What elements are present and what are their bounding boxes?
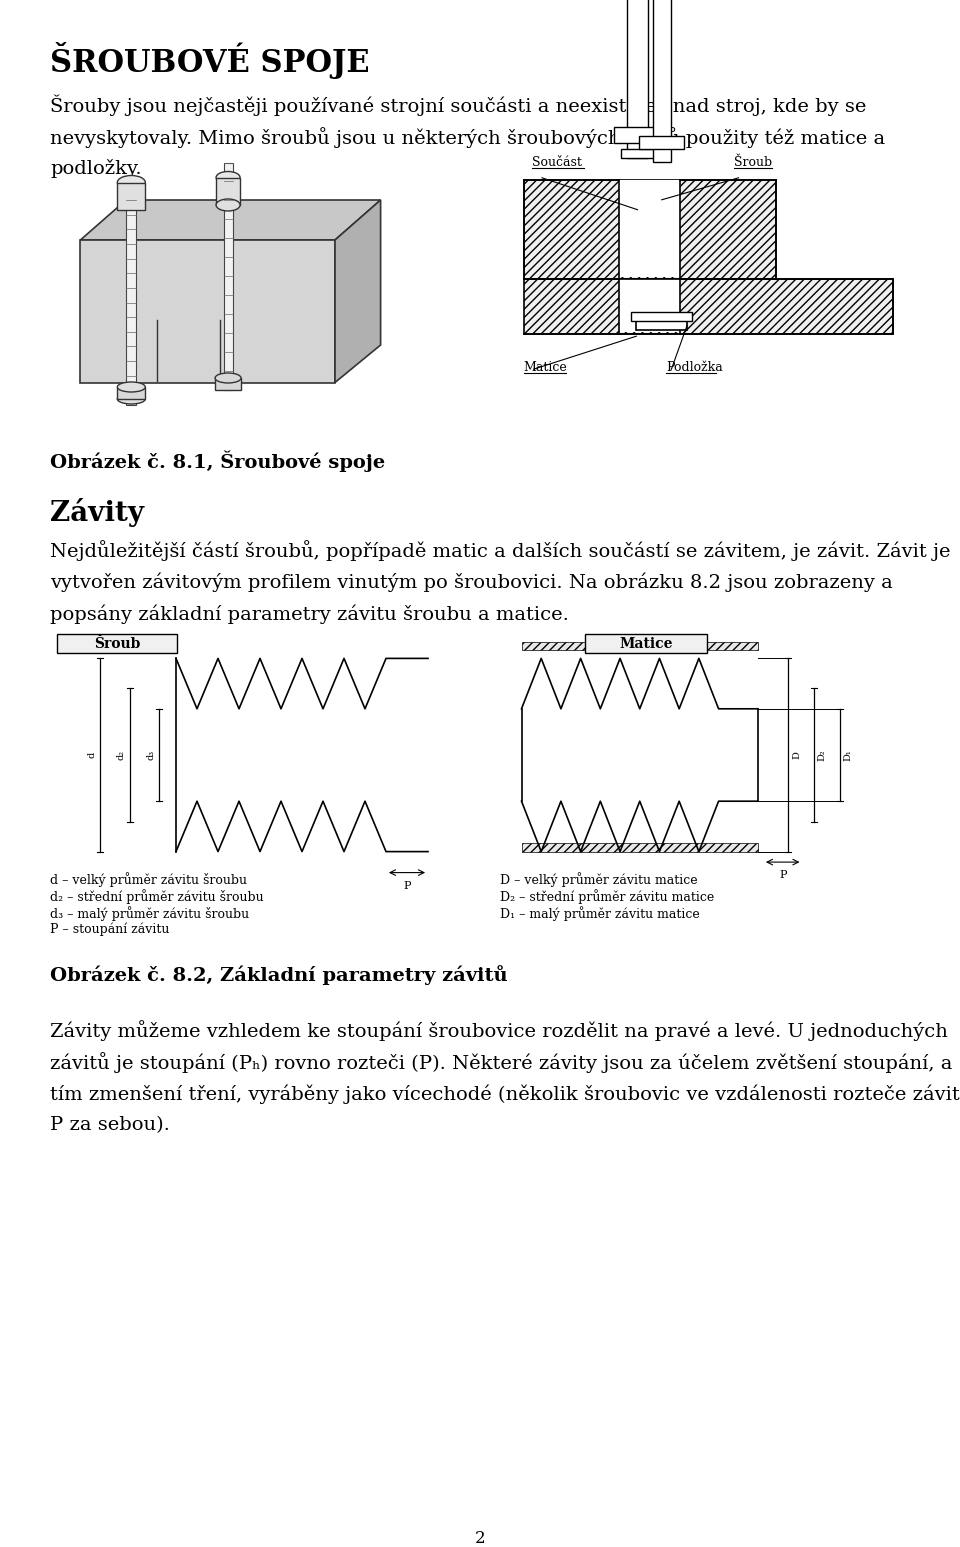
Bar [216, 178, 240, 206]
Text: P za sebou).: P za sebou). [50, 1115, 170, 1134]
Bar [127, 200, 136, 405]
Text: P – stoupání závitu: P – stoupání závitu [50, 924, 169, 936]
Text: Matice: Matice [523, 360, 567, 373]
Bar [627, 0, 648, 158]
Bar [619, 179, 680, 277]
Text: d – velký průměr závitu šroubu: d – velký průměr závitu šroubu [50, 873, 247, 886]
Text: P: P [403, 880, 411, 891]
Text: D: D [792, 750, 801, 760]
Bar [224, 162, 232, 390]
Text: Obrázek č. 8.2, Základní parametry závitů: Obrázek č. 8.2, Základní parametry závit… [50, 965, 508, 985]
Text: Šroub: Šroub [94, 637, 140, 651]
Ellipse shape [216, 172, 240, 184]
Bar [523, 179, 776, 278]
Bar [620, 149, 655, 158]
Text: Nejdůležitější částí šroubů, popřípadě matic a dalších součástí se závitem, je z: Nejdůležitější částí šroubů, popřípadě m… [50, 540, 950, 562]
Polygon shape [81, 200, 380, 240]
Polygon shape [81, 240, 335, 382]
Polygon shape [335, 200, 380, 382]
Ellipse shape [216, 200, 240, 210]
FancyBboxPatch shape [58, 634, 177, 653]
Ellipse shape [117, 382, 145, 391]
Bar [614, 127, 660, 142]
Bar [523, 278, 893, 334]
Text: popsány základní parametry závitu šroubu a matice.: popsány základní parametry závitu šroubu… [50, 603, 569, 623]
Bar [215, 377, 241, 390]
Ellipse shape [117, 394, 145, 404]
Text: d₃: d₃ [146, 750, 156, 760]
Bar [632, 312, 692, 320]
Text: Závity: Závity [50, 498, 144, 528]
Text: vytvořen závitovým profilem vinutým po šroubovici. Na obrázku 8.2 jsou zobrazeny: vytvořen závitovým profilem vinutým po š… [50, 572, 893, 591]
Text: tím zmenšení tření, vyráběny jako vícechodé (několik šroubovic ve vzdálenosti ro: tím zmenšení tření, vyráběny jako vícech… [50, 1084, 960, 1103]
Text: d₂: d₂ [117, 750, 126, 760]
Text: D₁ – malý průměr závitu matice: D₁ – malý průměr závitu matice [500, 907, 700, 920]
Text: ŠROUBOVÉ SPOJE: ŠROUBOVÉ SPOJE [50, 42, 370, 79]
Text: podložky.: podložky. [50, 159, 142, 178]
Text: Závity můžeme vzhledem ke stoupání šroubovice rozdělit na pravé a levé. U jednod: Závity můžeme vzhledem ke stoupání šroub… [50, 1019, 948, 1041]
Text: Šrouby jsou nejčastěji používané strojní součásti a neexistuje snad stroj, kde b: Šrouby jsou nejčastěji používané strojní… [50, 94, 866, 116]
Text: 2: 2 [474, 1530, 486, 1547]
Text: Obrázek č. 8.1, Šroubové spoje: Obrázek č. 8.1, Šroubové spoje [50, 450, 385, 472]
Bar [639, 136, 684, 149]
FancyBboxPatch shape [585, 634, 708, 653]
Bar [156, 320, 221, 381]
Bar [117, 183, 145, 210]
Ellipse shape [117, 175, 145, 189]
Text: d₃ – malý průměr závitu šroubu: d₃ – malý průměr závitu šroubu [50, 907, 250, 920]
Bar [636, 314, 687, 330]
Bar [653, 0, 671, 162]
Text: závitů je stoupání (Pₕ) rovno rozteči (P). Některé závity jsou za účelem zvětšen: závitů je stoupání (Pₕ) rovno rozteči (P… [50, 1052, 952, 1074]
Ellipse shape [215, 373, 241, 384]
Text: Matice: Matice [619, 637, 673, 651]
Text: d₂ – střední průměr závitu šroubu: d₂ – střední průměr závitu šroubu [50, 890, 264, 903]
Bar [619, 278, 680, 333]
Text: D – velký průměr závitu matice: D – velký průměr závitu matice [500, 873, 698, 886]
Text: Součást: Součást [532, 156, 582, 169]
Bar [117, 387, 145, 399]
Text: Podložka: Podložka [666, 360, 723, 373]
Text: P: P [779, 869, 786, 880]
Bar [521, 642, 758, 650]
Text: Šroub: Šroub [733, 156, 772, 169]
Text: D₂: D₂ [818, 749, 827, 761]
Text: nevyskytovaly. Mimo šroubů jsou u některých šroubových spojů použity též matice : nevyskytovaly. Mimo šroubů jsou u někter… [50, 127, 885, 149]
Text: D₁: D₁ [844, 749, 852, 761]
Bar [521, 843, 758, 851]
Text: d: d [87, 752, 96, 758]
Text: D₂ – střední průměr závitu matice: D₂ – střední průměr závitu matice [500, 890, 714, 903]
